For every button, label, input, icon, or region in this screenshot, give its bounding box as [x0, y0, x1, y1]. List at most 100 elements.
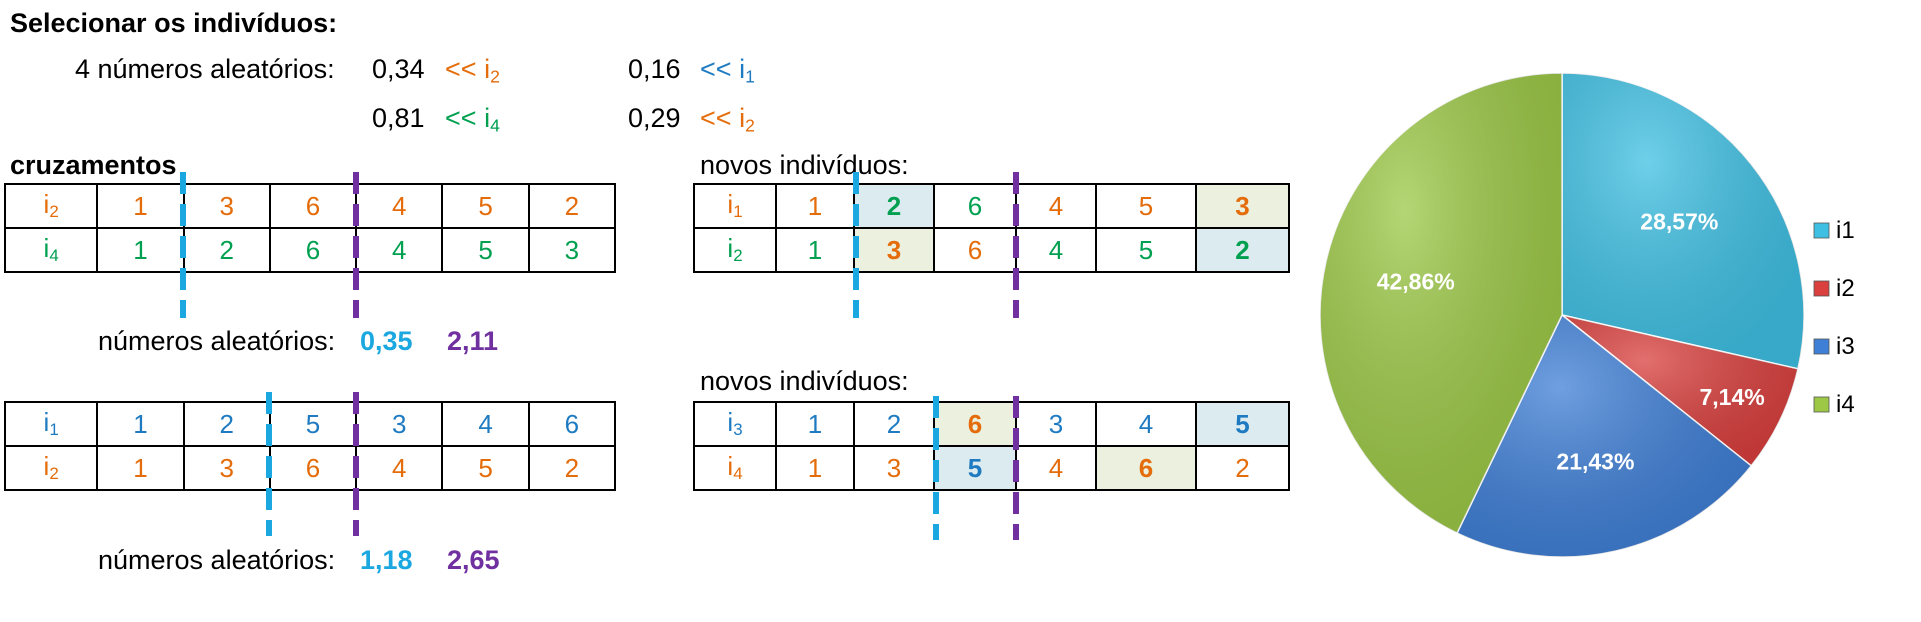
gene-cell: 6 [933, 227, 1017, 273]
individual-cell: i4 [693, 445, 777, 491]
gene-cell: 5 [1095, 183, 1197, 229]
pie-labels: 28,57% 7,14% 21,43% 42,86% [1377, 208, 1765, 474]
gene-cell: 6 [933, 183, 1017, 229]
selection-value-1: 0,34 [372, 54, 425, 84]
cross1-cut-point-1: 0,35 [360, 326, 413, 356]
individual-cell: i1 [3, 401, 99, 447]
gene-cell-repaired: 2 [1195, 227, 1290, 273]
gene-cell: 3 [1015, 401, 1097, 447]
gene-cell: 6 [268, 227, 358, 273]
gene-cell: 1 [96, 183, 185, 229]
table-row: i4 1 3 5 4 6 2 [693, 445, 1290, 491]
gene-cell-swapped: 6 [933, 401, 1017, 447]
selection-target-2: << i1 [700, 54, 755, 87]
cross2-parents-table: i1 1 2 5 3 4 6 i2 1 3 6 4 5 2 [3, 401, 617, 491]
gene-cell: 1 [775, 183, 855, 229]
gene-cell: 2 [182, 401, 271, 447]
cross1-random-label: números aleatórios: [98, 326, 336, 356]
legend-label-i4: i4 [1836, 391, 1855, 418]
gene-cell: 1 [96, 227, 185, 273]
individual-cell: i4 [3, 227, 99, 273]
table-row: i2 1 3 6 4 5 2 [693, 227, 1290, 273]
legend-swatch-i2 [1813, 280, 1830, 297]
legend-label-i2: i2 [1836, 275, 1855, 302]
gene-cell: 5 [441, 227, 530, 273]
gene-cell: 1 [96, 445, 185, 491]
gene-cell: 3 [182, 445, 271, 491]
table-row: i1 1 2 6 4 5 3 [693, 183, 1290, 229]
gene-cell: 1 [775, 401, 855, 447]
selection-target-4: << i2 [700, 103, 755, 136]
gene-cell: 4 [1015, 227, 1097, 273]
cross2-cut-point-1: 1,18 [360, 545, 413, 575]
gene-cell: 3 [355, 401, 444, 447]
gene-cell: 1 [775, 227, 855, 273]
table-row: i4 1 2 6 4 5 3 [3, 227, 617, 273]
table-row: i2 1 3 6 4 5 2 [3, 183, 617, 229]
individual-cell: i1 [693, 183, 777, 229]
table-row: i1 1 2 5 3 4 6 [3, 401, 617, 447]
gene-cell: 5 [268, 401, 358, 447]
gene-cell: 5 [441, 445, 530, 491]
gene-cell-swapped: 3 [853, 227, 935, 273]
gene-cell: 6 [268, 183, 358, 229]
gene-cell: 2 [1195, 445, 1290, 491]
selection-target-3: << i4 [445, 103, 500, 136]
individual-cell: i2 [3, 445, 99, 491]
gene-cell-swapped: 2 [853, 183, 935, 229]
legend-swatch-i3 [1813, 338, 1830, 355]
gene-cell: 1 [96, 401, 185, 447]
pie-slice-shade-i4 [1320, 73, 1562, 534]
gene-cell-repaired: 3 [1195, 183, 1290, 229]
gene-cell: 6 [268, 445, 358, 491]
gene-cell: 5 [1095, 227, 1197, 273]
pie-label-i1: 28,57% [1640, 208, 1718, 234]
cross1-cut-point-2: 2,11 [447, 326, 499, 356]
gene-cell: 1 [775, 445, 855, 491]
crossings-title: cruzamentos [10, 150, 177, 180]
gene-cell-repaired: 5 [1195, 401, 1290, 447]
individual-cell: i3 [693, 401, 777, 447]
pie-slice-shade-i2 [1562, 315, 1798, 466]
pie-chart: 28,57% 7,14% 21,43% 42,86% i1 i2 i3 i4 [1320, 72, 1855, 558]
page-title: Selecionar os indivíduos: [10, 8, 338, 38]
gene-cell: 4 [355, 445, 444, 491]
selection-value-4: 0,29 [628, 103, 681, 133]
random-numbers-label: 4 números aleatórios: [75, 54, 335, 84]
pie-slice-shade-i3 [1457, 315, 1752, 557]
legend-label-i3: i3 [1836, 333, 1855, 360]
gene-cell: 4 [441, 401, 530, 447]
pie-slice-shade-i1 [1562, 73, 1804, 369]
gene-cell: 2 [527, 445, 617, 491]
gene-cell: 2 [182, 227, 271, 273]
pie-label-i2: 7,14% [1699, 384, 1764, 410]
gene-cell: 2 [527, 183, 617, 229]
cross1-parents-table: i2 1 3 6 4 5 2 i4 1 2 6 4 5 3 [3, 183, 617, 273]
new-individuals-label-2: novos indivíduos: [700, 366, 909, 396]
pie-label-i3: 21,43% [1556, 448, 1634, 474]
gene-cell: 3 [527, 227, 617, 273]
gene-cell: 3 [853, 445, 935, 491]
table-row: i3 1 2 6 3 4 5 [693, 401, 1290, 447]
legend-label-i1: i1 [1836, 217, 1855, 244]
individual-cell: i2 [693, 227, 777, 273]
individual-cell: i2 [3, 183, 99, 229]
gene-cell: 4 [1015, 183, 1097, 229]
pie-slices [1320, 72, 1805, 558]
selection-value-2: 0,16 [628, 54, 681, 84]
gene-cell: 4 [1015, 445, 1097, 491]
gene-cell: 4 [355, 227, 444, 273]
table-row: i2 1 3 6 4 5 2 [3, 445, 617, 491]
new-individuals-label-1: novos indivíduos: [700, 150, 909, 180]
gene-cell: 4 [1095, 401, 1197, 447]
gene-cell-repaired: 6 [1095, 445, 1197, 491]
gene-cell: 3 [182, 183, 271, 229]
gene-cell: 5 [441, 183, 530, 229]
gene-cell: 4 [355, 183, 444, 229]
legend-swatch-i1 [1813, 222, 1830, 239]
cross2-cut-point-2: 2,65 [447, 545, 500, 575]
pie-label-i4: 42,86% [1377, 269, 1455, 295]
gene-cell: 2 [853, 401, 935, 447]
cross1-children-table: i1 1 2 6 4 5 3 i2 1 3 6 4 5 2 [693, 183, 1290, 273]
gene-cell: 6 [527, 401, 617, 447]
